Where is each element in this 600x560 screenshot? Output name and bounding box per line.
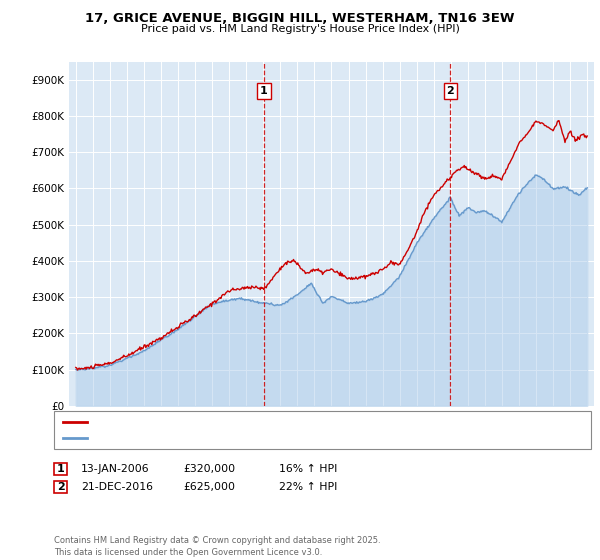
- Text: Price paid vs. HM Land Registry's House Price Index (HPI): Price paid vs. HM Land Registry's House …: [140, 24, 460, 34]
- Text: 1: 1: [260, 86, 268, 96]
- Text: 17, GRICE AVENUE, BIGGIN HILL, WESTERHAM, TN16 3EW: 17, GRICE AVENUE, BIGGIN HILL, WESTERHAM…: [85, 12, 515, 25]
- Text: 17, GRICE AVENUE, BIGGIN HILL, WESTERHAM, TN16 3EW (semi-detached house): 17, GRICE AVENUE, BIGGIN HILL, WESTERHAM…: [91, 417, 490, 427]
- Text: £320,000: £320,000: [183, 464, 235, 474]
- Text: Contains HM Land Registry data © Crown copyright and database right 2025.
This d: Contains HM Land Registry data © Crown c…: [54, 536, 380, 557]
- Text: £625,000: £625,000: [183, 482, 235, 492]
- Text: 22% ↑ HPI: 22% ↑ HPI: [279, 482, 337, 492]
- Text: 2: 2: [57, 482, 64, 492]
- Text: 16% ↑ HPI: 16% ↑ HPI: [279, 464, 337, 474]
- Text: 21-DEC-2016: 21-DEC-2016: [81, 482, 153, 492]
- Text: 1: 1: [57, 464, 64, 474]
- Text: 13-JAN-2006: 13-JAN-2006: [81, 464, 149, 474]
- Text: HPI: Average price, semi-detached house, Bromley: HPI: Average price, semi-detached house,…: [91, 433, 340, 444]
- Text: 2: 2: [446, 86, 454, 96]
